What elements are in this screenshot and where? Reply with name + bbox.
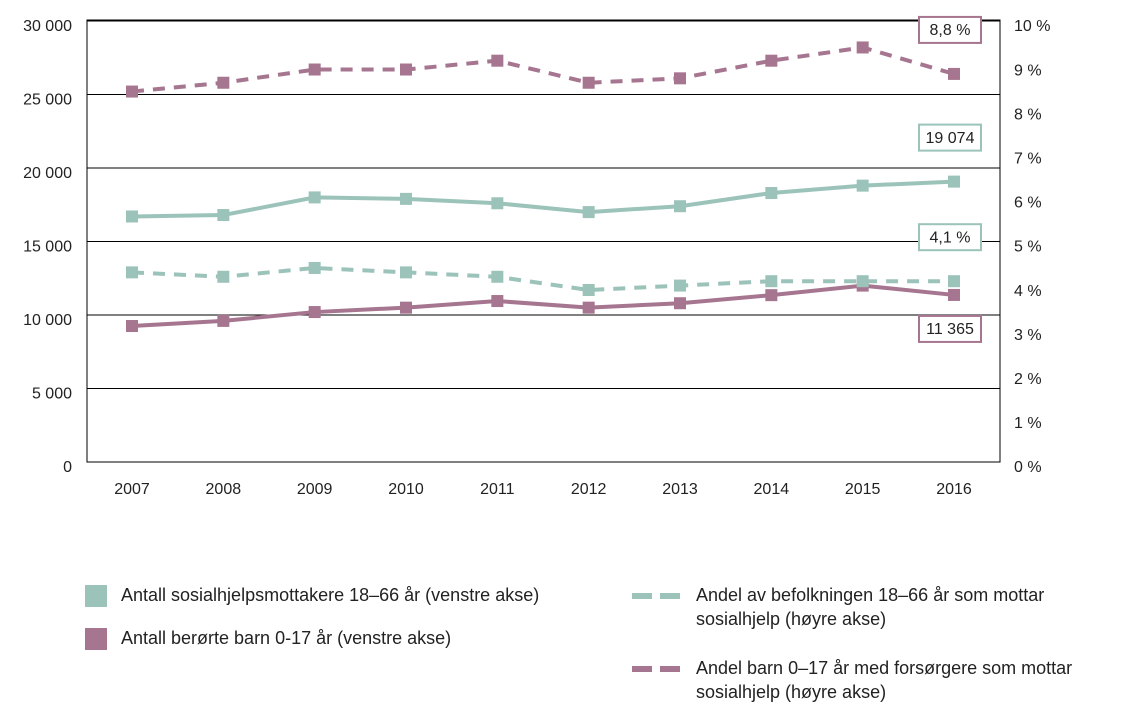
data-point [308, 191, 321, 204]
y2-tick-label: 7 % [1014, 151, 1042, 168]
series-line [131, 265, 954, 293]
x-tick-label: 2014 [754, 481, 790, 498]
x-tick-label: 2012 [571, 481, 607, 498]
series-line [131, 283, 955, 329]
data-point [491, 197, 504, 210]
legend-item: Antall berørte barn 0-17 år (venstre aks… [85, 626, 625, 650]
data-point [674, 200, 686, 213]
y2-tick-label: 2 % [1014, 371, 1042, 388]
y2-tick-label: 5 % [1014, 239, 1042, 256]
legend-square [85, 628, 107, 650]
data-point [948, 288, 960, 301]
legend-label: Antall sosialhjelpsmottakere 18–66 år (v… [121, 585, 540, 605]
value-label-box [918, 123, 982, 152]
data-point [126, 320, 138, 333]
plot-frame [86, 19, 1001, 463]
y-tick-label: 30 000 [23, 18, 72, 35]
data-point [856, 41, 869, 54]
legend-item: Andel barn 0–17 år med forsørgere som mo… [632, 656, 1132, 704]
data-point [948, 67, 960, 80]
data-point [582, 76, 595, 89]
y2-tick-label: 4 % [1014, 283, 1042, 300]
legend-label: Antall berørte barn 0-17 år (venstre aks… [121, 628, 452, 648]
data-point [217, 76, 230, 89]
y2-tick-label: 1 % [1014, 415, 1042, 432]
chart: 0 5 000 10 000 15 000 20 000 25 000 30 000 0 % 1… [23, 15, 1050, 498]
series-line [131, 179, 955, 219]
y-tick-label: 10 000 [23, 312, 72, 329]
data-point [400, 63, 412, 76]
data-point [856, 275, 869, 288]
x-tick-label: 2015 [845, 481, 881, 498]
data-point [582, 284, 595, 297]
data-point [674, 279, 686, 292]
legend-swatch [632, 666, 682, 672]
x-tick-label: 2008 [206, 481, 242, 498]
data-point [126, 266, 138, 279]
value-label: 19 074 [926, 130, 975, 147]
y2-tick-label: 8 % [1014, 106, 1042, 123]
data-point [765, 186, 778, 199]
data-point [400, 301, 412, 314]
data-point [308, 306, 321, 319]
value-label-box [918, 15, 982, 44]
x-tick-label: 2007 [114, 481, 150, 498]
legend-square [85, 585, 107, 607]
legend-label: Andel barn 0–17 år med forsørgere som mo… [696, 658, 1073, 702]
data-point [674, 72, 686, 85]
data-point [765, 289, 778, 302]
data-point [765, 54, 778, 67]
data-point [217, 270, 230, 283]
value-label: 4,1 % [930, 229, 971, 246]
data-point [491, 295, 504, 308]
data-point [400, 266, 412, 279]
x-tick-label: 2011 [480, 481, 515, 498]
data-point [308, 63, 321, 76]
x-tick-label: 2009 [297, 481, 333, 498]
y2-tick-label: 9 % [1014, 62, 1042, 79]
data-point [765, 275, 778, 288]
data-point [126, 210, 138, 223]
value-label-box [918, 223, 982, 252]
legend-swatch [85, 585, 107, 607]
legend-label: Andel av befolkningen 18–66 år som motta… [696, 585, 1045, 629]
data-point [582, 301, 595, 314]
data-point [491, 54, 504, 67]
data-point [491, 270, 504, 283]
legend-item: Antall sosialhjelpsmottakere 18–66 år (v… [85, 583, 625, 607]
y-tick-label: 0 [63, 459, 72, 476]
data-point [674, 297, 686, 310]
y-tick-label: 15 000 [23, 239, 72, 256]
y2-tick-label: 6 % [1014, 195, 1042, 212]
y-tick-label: 20 000 [23, 165, 72, 182]
data-point [400, 192, 412, 205]
data-point [217, 209, 230, 222]
y-tick-label: 25 000 [23, 92, 72, 109]
y2-tick-label: 0 % [1014, 459, 1042, 476]
data-point [948, 175, 960, 188]
x-tick-label: 2013 [662, 481, 698, 498]
legend-swatch [632, 593, 682, 599]
data-point [582, 206, 595, 219]
data-point [948, 275, 960, 288]
value-label: 8,8 % [930, 22, 971, 39]
y2-tick-label: 3 % [1014, 327, 1042, 344]
legend-item: Andel av befolkningen 18–66 år som motta… [632, 583, 1132, 631]
data-point [308, 261, 321, 274]
series-line [131, 45, 955, 94]
value-label: 11 365 [926, 321, 974, 338]
legend-swatch [85, 628, 107, 650]
x-tick-label: 2016 [936, 481, 972, 498]
data-point [856, 179, 869, 192]
y2-tick-label: 10 % [1014, 18, 1050, 35]
data-point [126, 85, 138, 98]
data-point [217, 314, 230, 327]
value-label-box [918, 314, 982, 343]
y-tick-label: 5 000 [32, 386, 72, 403]
x-tick-label: 2010 [388, 481, 424, 498]
